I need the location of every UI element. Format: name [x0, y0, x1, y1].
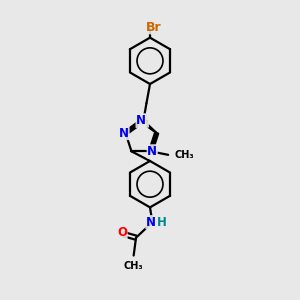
Text: N: N	[146, 216, 156, 229]
Text: H: H	[157, 216, 167, 229]
Text: CH₃: CH₃	[124, 261, 143, 271]
Text: S: S	[139, 114, 148, 127]
Text: O: O	[117, 226, 127, 239]
Text: N: N	[147, 145, 157, 158]
Text: Br: Br	[146, 21, 162, 34]
Text: N: N	[119, 127, 129, 140]
Text: CH₃: CH₃	[175, 150, 194, 160]
Text: N: N	[136, 114, 146, 128]
